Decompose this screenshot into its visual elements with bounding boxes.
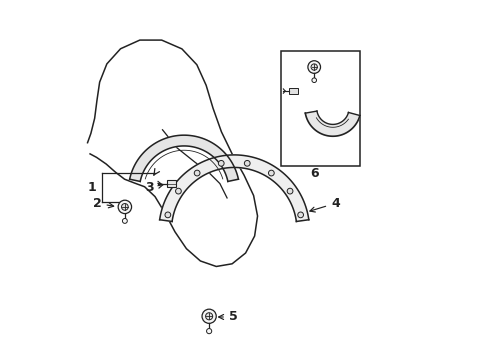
Circle shape: [312, 78, 317, 82]
Circle shape: [245, 161, 250, 166]
Text: 2: 2: [93, 197, 114, 210]
Polygon shape: [305, 111, 360, 136]
Text: 5: 5: [219, 310, 238, 324]
Circle shape: [311, 64, 318, 70]
Circle shape: [298, 212, 303, 218]
Text: 1: 1: [87, 181, 96, 194]
Bar: [167, 180, 176, 187]
Circle shape: [219, 161, 224, 166]
Bar: [281, 51, 360, 166]
Circle shape: [206, 313, 213, 320]
Circle shape: [118, 200, 132, 213]
Circle shape: [122, 219, 127, 223]
Circle shape: [269, 170, 274, 176]
Text: 3: 3: [145, 181, 163, 194]
Circle shape: [122, 203, 128, 210]
Circle shape: [308, 61, 320, 73]
Circle shape: [165, 212, 171, 218]
Circle shape: [202, 309, 216, 323]
Polygon shape: [130, 135, 239, 181]
Circle shape: [207, 329, 212, 334]
Bar: [289, 88, 298, 94]
Circle shape: [175, 188, 181, 194]
Circle shape: [287, 188, 293, 194]
Polygon shape: [160, 155, 309, 221]
Circle shape: [194, 170, 200, 176]
Text: 6: 6: [311, 167, 319, 180]
Text: 4: 4: [310, 197, 340, 212]
